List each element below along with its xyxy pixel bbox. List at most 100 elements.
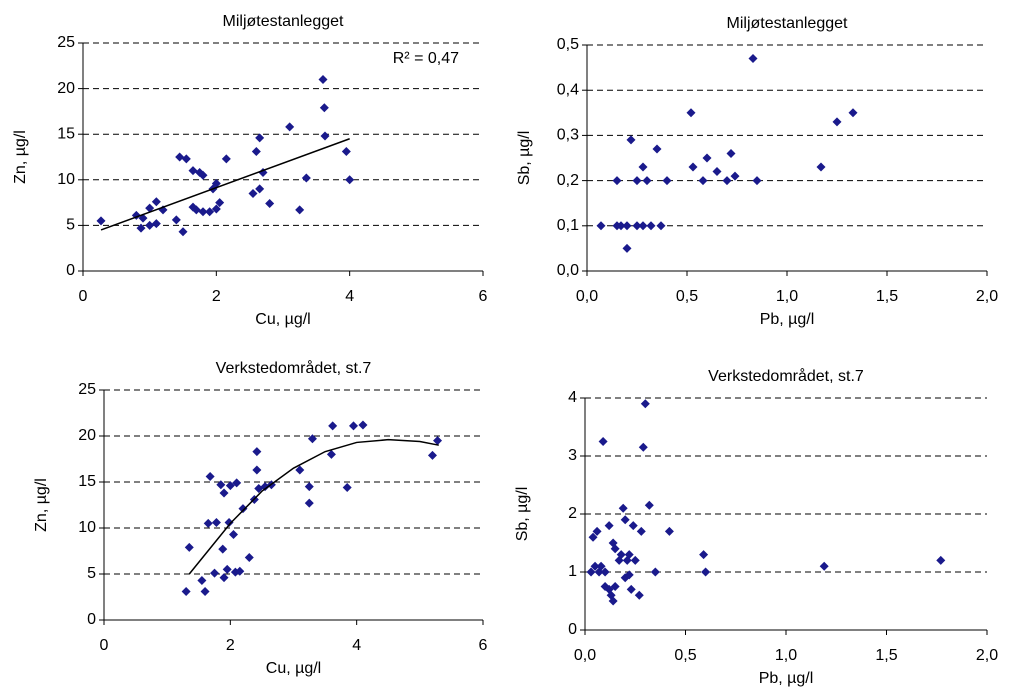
point [232,478,242,488]
y-tick-label: 0,4 [557,81,579,98]
point [604,521,614,531]
point [219,573,229,583]
x-tick-label: 2 [226,637,235,654]
point [640,399,650,409]
chart-title: Miljøtestanlegget [223,13,345,30]
point [255,133,265,143]
point [632,221,642,231]
point [238,504,248,514]
point [752,176,762,186]
x-tick-label: 0 [79,288,88,305]
point [702,153,712,163]
x-tick-label: 2,0 [976,647,998,664]
point [662,176,672,186]
x-tick-label: 4 [352,637,361,654]
point [427,450,437,460]
point [626,584,636,594]
x-tick-label: 1,0 [775,647,797,664]
x-tick-label: 0,5 [674,647,696,664]
point [588,532,598,542]
point [285,122,295,132]
x-tick-label: 1,0 [776,288,798,305]
point [318,74,328,84]
point [816,162,826,172]
point [686,108,696,118]
y-axis-label: Sb, µg/l [516,131,533,186]
point [646,221,656,231]
point [596,221,606,231]
point [652,144,662,154]
y-tick-label: 2 [568,505,577,522]
point [295,205,305,215]
x-tick-label: 6 [479,288,488,305]
point [730,171,740,181]
point [307,434,317,444]
trendline [188,438,439,575]
point [698,176,708,186]
point [228,529,238,539]
point [200,586,210,596]
point [632,176,642,186]
point [191,205,201,215]
y-tick-label: 25 [57,34,75,51]
point [205,207,215,217]
point [96,216,106,226]
point [301,173,311,183]
point [656,221,666,231]
y-tick-label: 5 [66,217,75,234]
point [664,526,674,536]
point [636,526,646,536]
y-axis-label: Zn, µg/l [12,130,29,184]
point [616,221,626,231]
x-tick-label: 1,5 [876,288,898,305]
x-tick-label: 2 [212,288,221,305]
point [701,567,711,577]
point [265,199,275,209]
point [221,154,231,164]
point [699,550,709,560]
point [211,204,221,214]
x-tick-label: 0,0 [576,288,598,305]
point [151,197,161,207]
x-tick-label: 2,0 [976,288,998,305]
chart-title: Verkstedområdet, st.7 [708,367,864,385]
point [251,147,261,157]
point [622,221,632,231]
y-tick-label: 25 [78,381,96,398]
point [608,596,618,606]
point [171,215,181,225]
point [358,420,368,430]
point [616,550,626,560]
point [610,544,620,554]
point [211,517,221,527]
point [184,542,194,552]
point [215,198,225,208]
point [304,498,314,508]
point [433,436,443,446]
point [235,566,245,576]
y-tick-label: 0,5 [557,36,579,53]
y-tick-label: 1 [568,563,577,580]
point [748,54,758,64]
y-axis-label: Sb, µg/l [514,487,531,542]
trendline [100,138,350,231]
x-axis-label: Pb, µg/l [759,670,814,687]
point [328,421,338,431]
point [304,482,314,492]
point [622,243,632,253]
point [248,188,258,198]
y-tick-label: 0,2 [557,172,579,189]
point [638,221,648,231]
point [722,176,732,186]
y-tick-label: 15 [57,125,75,142]
point [244,552,254,562]
point [211,178,221,188]
point [644,500,654,510]
point [624,550,634,560]
y-tick-label: 4 [568,389,577,406]
point [626,135,636,145]
y-tick-label: 0,1 [557,217,579,234]
point [349,421,359,431]
y-tick-label: 0,0 [557,262,579,279]
point [848,108,858,118]
